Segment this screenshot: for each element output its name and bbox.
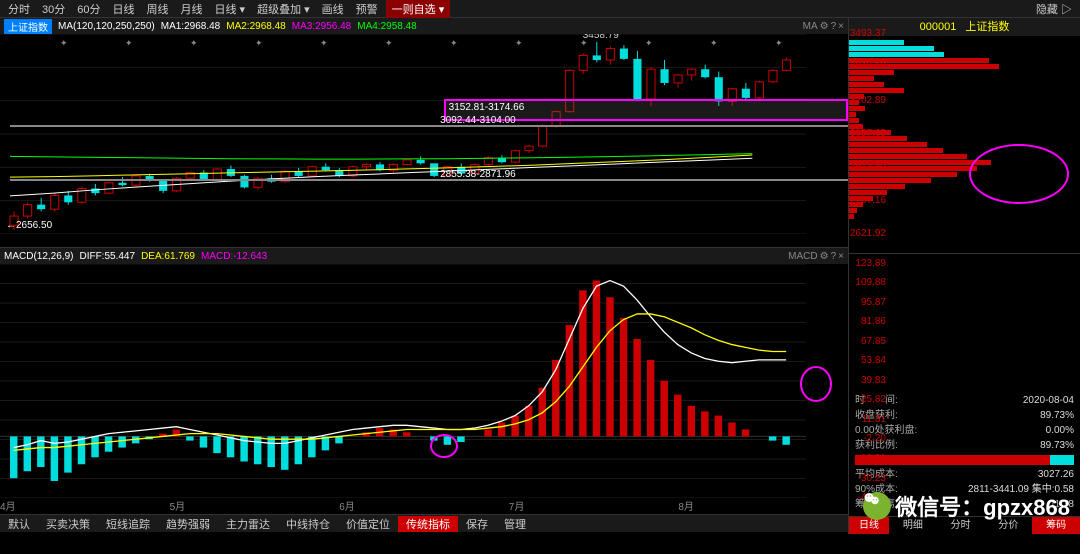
price-chart-panel: 上证指数 MA(120,120,250,250) MA1:2968.48 MA2…	[0, 18, 848, 248]
ma4: MA4:2958.48	[357, 21, 417, 32]
svg-text:✦: ✦	[450, 38, 458, 48]
tb-item[interactable]: 超级叠加 ▾	[253, 1, 314, 17]
svg-text:✦: ✦	[125, 38, 133, 48]
svg-text:✦: ✦	[385, 38, 393, 48]
ma3: MA3:2956.48	[292, 21, 352, 32]
volume-profile	[849, 36, 1080, 254]
tb-item[interactable]: 周线	[143, 1, 173, 17]
tb-item[interactable]: 预警	[352, 1, 382, 17]
x-label: 7月	[509, 498, 679, 514]
stock-code: 000001	[920, 21, 957, 33]
help-icon[interactable]: ?	[831, 21, 837, 32]
svg-text:✦: ✦	[710, 38, 718, 48]
tb-item[interactable]: 30分	[38, 1, 69, 17]
macd-header: MACD(12,26,9) DIFF:55.447 DEA:61.769 MAC…	[0, 248, 848, 264]
tb-item[interactable]: 60分	[73, 1, 104, 17]
ma1: MA1:2968.48	[161, 21, 221, 32]
bottom-tab[interactable]: 中线持仓	[278, 516, 338, 532]
macd-params: MACD(12,26,9)	[4, 251, 73, 262]
svg-text:✦: ✦	[190, 38, 198, 48]
gear-icon[interactable]: ⚙	[820, 251, 829, 262]
bottom-tab[interactable]: 趋势强弱	[158, 516, 218, 532]
indicator-label: MA	[803, 21, 818, 32]
macd-panel: MACD(12,26,9) DIFF:55.447 DEA:61.769 MAC…	[0, 248, 848, 514]
close-icon[interactable]: ×	[838, 251, 844, 262]
bottom-tab[interactable]: 默认	[0, 516, 38, 532]
help-icon[interactable]: ?	[831, 251, 837, 262]
wechat-text: 微信号：gpzx868	[895, 490, 1070, 522]
macd-val: MACD:-12.643	[201, 251, 267, 262]
x-label: 4月	[0, 498, 170, 514]
svg-text:3458.79: 3458.79	[583, 34, 620, 41]
diff-label: DIFF:55.447	[79, 251, 135, 262]
bottom-tab[interactable]: 短线追踪	[98, 516, 158, 532]
bottom-tab[interactable]: 保存	[458, 516, 496, 532]
svg-text:✦: ✦	[580, 38, 588, 48]
x-label: 8月	[678, 498, 848, 514]
dea-label: DEA:61.769	[141, 251, 195, 262]
tb-item[interactable]: 月线	[177, 1, 207, 17]
bottom-tab[interactable]: 主力雷达	[218, 516, 278, 532]
wechat-watermark: 微信号：gpzx868	[863, 490, 1070, 522]
svg-text:✦: ✦	[60, 38, 68, 48]
tb-item[interactable]: 画线	[318, 1, 348, 17]
tb-item[interactable]: 日线 ▾	[211, 1, 250, 17]
svg-text:✦: ✦	[775, 38, 783, 48]
top-toolbar: 分时 30分 60分 日线 周线 月线 日线 ▾ 超级叠加 ▾ 画线 预警 一则…	[0, 0, 1080, 18]
close-icon[interactable]: ×	[838, 21, 844, 32]
tb-item[interactable]: 分时	[4, 1, 34, 17]
bottom-tabs: 默认买卖决策短线追踪趋势强弱主力雷达中线持仓价值定位传统指标保存管理	[0, 514, 848, 532]
svg-text:✦: ✦	[645, 38, 653, 48]
bottom-tab[interactable]: 价值定位	[338, 516, 398, 532]
svg-text:✦: ✦	[255, 38, 263, 48]
ststock-name: 上证指数	[965, 21, 1009, 33]
tb-item[interactable]: 日线	[109, 1, 139, 17]
ma2: MA2:2968.48	[226, 21, 286, 32]
bottom-tab[interactable]: 传统指标	[398, 516, 458, 532]
wechat-icon	[863, 492, 891, 520]
bottom-tab[interactable]: 买卖决策	[38, 516, 98, 532]
svg-text:✦: ✦	[515, 38, 523, 48]
ma-params: MA(120,120,250,250)	[58, 21, 155, 32]
price-header: 上证指数 MA(120,120,250,250) MA1:2968.48 MA2…	[0, 18, 848, 34]
hide-button[interactable]: 隐藏 ▷	[1032, 1, 1076, 17]
indicator-label: MACD	[788, 251, 817, 262]
bottom-tab[interactable]: 管理	[496, 516, 534, 532]
stock-badge: 上证指数	[4, 19, 52, 34]
x-label: 5月	[170, 498, 340, 514]
tb-selected[interactable]: 一则自选 ▾	[386, 0, 451, 18]
gear-icon[interactable]: ⚙	[820, 21, 829, 32]
svg-text:✦: ✦	[320, 38, 328, 48]
x-label: 6月	[339, 498, 509, 514]
